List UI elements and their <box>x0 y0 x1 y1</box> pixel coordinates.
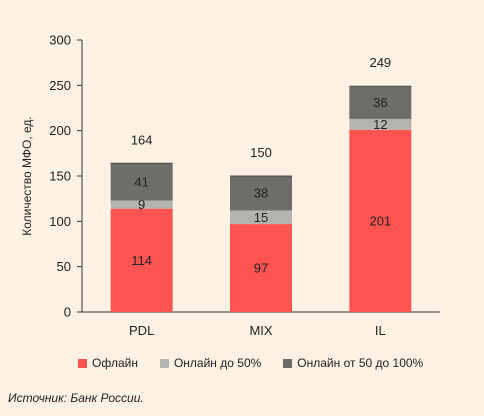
bar-segment <box>349 118 412 130</box>
y-tick-label: 300 <box>49 33 71 48</box>
legend-swatch <box>159 358 169 368</box>
bar-total-label: 249 <box>369 55 391 70</box>
bar-segment-value-label: 36 <box>373 95 387 110</box>
bar-segment <box>110 163 173 201</box>
x-tick-label: MIX <box>249 323 272 338</box>
bar-segment <box>230 224 292 312</box>
bar-segment-value-label: 9 <box>138 197 145 212</box>
y-tick-label: 0 <box>64 305 71 320</box>
legend-item: Онлайн до 50% <box>159 356 262 370</box>
legend-label: Онлайн до 50% <box>173 356 262 370</box>
bar-segment <box>349 129 412 312</box>
x-axis: PDL MIX IL <box>82 311 440 338</box>
bar-segment <box>230 210 292 225</box>
bar-segment-value-label: 97 <box>254 261 268 276</box>
bar-total-label: 164 <box>131 132 153 147</box>
y-axis-label: Количество МФО, ед. <box>20 116 34 236</box>
legend: Офлайн Онлайн до 50% Онлайн от 50 до 100% <box>78 356 423 370</box>
bar-segment-value-label: 15 <box>254 210 268 225</box>
legend-item: Онлайн от 50 до 100% <box>283 356 423 370</box>
bar-segment-value-label: 201 <box>369 213 391 228</box>
x-tick-label: PDL <box>129 323 154 338</box>
bar-segment-value-label: 38 <box>254 186 268 201</box>
y-tick-label: 250 <box>49 78 71 93</box>
bar-total-label: 150 <box>250 145 272 160</box>
y-tick-label: 150 <box>49 169 71 184</box>
y-axis: 0 50 100 150 200 250 300 <box>49 33 83 320</box>
bar-segment <box>349 86 412 119</box>
legend-swatch <box>283 358 293 368</box>
bar-segment-value-label: 41 <box>134 174 148 189</box>
y-tick-label: 100 <box>49 214 71 229</box>
legend-label: Офлайн <box>92 356 138 370</box>
bars: 114 9 41 164 97 15 38 150 201 12 36 249 <box>110 55 412 312</box>
bar-segment <box>110 208 173 312</box>
bar-segment <box>110 200 173 209</box>
legend-label: Онлайн от 50 до 100% <box>297 356 424 370</box>
bar-segment-value-label: 12 <box>373 117 387 132</box>
x-tick-label: IL <box>375 323 386 338</box>
bar-segment-value-label: 114 <box>131 253 152 268</box>
y-tick-label: 200 <box>49 123 71 138</box>
legend-item: Офлайн <box>78 356 138 370</box>
legend-swatch <box>78 358 87 368</box>
source-note: Источник: Банк России. <box>8 391 144 405</box>
bar-segment <box>230 176 292 211</box>
y-tick-label: 50 <box>57 259 71 274</box>
